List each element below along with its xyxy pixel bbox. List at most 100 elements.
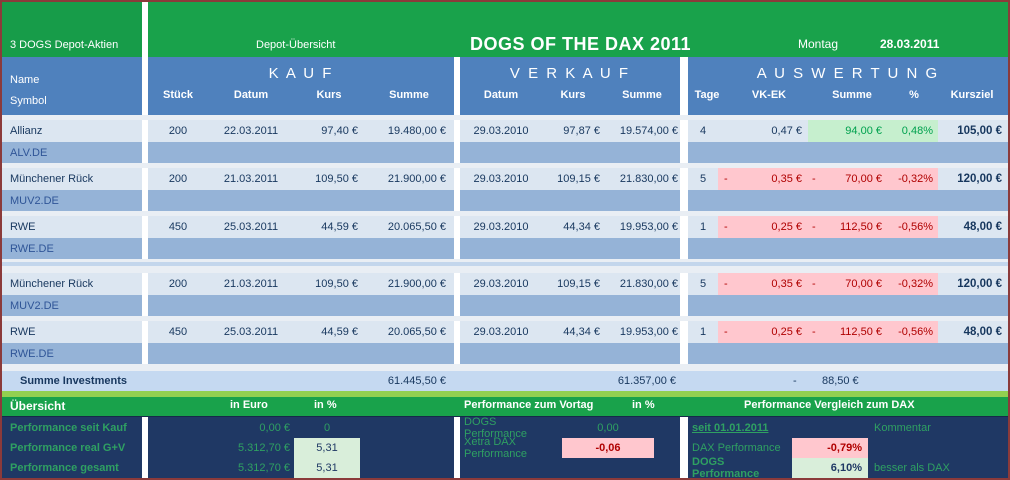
cell-kursziel[interactable]: 48,00 €: [963, 326, 1002, 338]
stock-symbol[interactable]: MUV2.DE: [2, 295, 142, 316]
cell-kursziel[interactable]: 120,00 €: [957, 173, 1002, 185]
perf-gesamt-pct[interactable]: 5,31: [294, 458, 360, 478]
cell-pct[interactable]: -0,56%: [898, 326, 933, 338]
cell-vkek[interactable]: - 0,25 €: [718, 326, 808, 338]
cell-kauf-kurs[interactable]: 44,59 €: [321, 221, 358, 233]
cell-ausw-summe[interactable]: - 70,00 €: [808, 173, 886, 185]
cell-stueck[interactable]: 450: [168, 326, 188, 338]
cell-ausw-summe[interactable]: - 112,50 €: [808, 326, 886, 338]
dax-performance-label[interactable]: DAX Performance: [692, 442, 781, 454]
perf-real-pct[interactable]: 5,31: [294, 438, 360, 458]
summary-kauf-summe[interactable]: 61.445,50 €: [387, 375, 446, 387]
cell-verkauf-datum[interactable]: 29.03.2010: [473, 173, 529, 185]
cell-kauf-summe[interactable]: 20.065,50 €: [387, 221, 446, 233]
stock-name[interactable]: RWE: [2, 216, 142, 238]
perf-seit-kauf-euro[interactable]: 0,00 €: [259, 422, 290, 434]
dax-performance-value[interactable]: -0,79%: [792, 438, 868, 458]
xetra-dax-label[interactable]: Xetra DAX Performance: [464, 436, 527, 460]
cell-kauf-datum[interactable]: 22.03.2011: [223, 125, 279, 137]
verkauf-section-header[interactable]: V E R K A U F Datum Kurs Summe: [460, 57, 680, 115]
depot-count-cell[interactable]: 3 DOGS Depot-Aktien: [2, 2, 142, 57]
dogs-performance-label[interactable]: DOGS Performance: [464, 416, 527, 440]
header-in-euro[interactable]: in Euro: [230, 399, 268, 411]
cell-kursziel[interactable]: 105,00 €: [957, 125, 1002, 137]
cell-tage[interactable]: 1: [699, 221, 707, 233]
summary-label[interactable]: Summe Investments: [20, 375, 127, 387]
cell-ausw-summe[interactable]: - 112,50 €: [808, 221, 886, 233]
cell-stueck[interactable]: 450: [168, 221, 188, 233]
stock-symbol[interactable]: MUV2.DE: [2, 190, 142, 211]
header-vortag[interactable]: Performance zum Vortag: [464, 399, 594, 411]
perf-gesamt-label[interactable]: Performance gesamt: [10, 462, 119, 474]
cell-verkauf-kurs[interactable]: 97,87 €: [563, 125, 600, 137]
perf-gesamt-euro[interactable]: 5.312,70 €: [238, 462, 290, 474]
cell-pct[interactable]: -0,32%: [898, 278, 933, 290]
stock-name[interactable]: Münchener Rück: [2, 273, 142, 295]
cell-vkek[interactable]: - 0,25 €: [718, 221, 808, 233]
cell-pct[interactable]: -0,32%: [898, 173, 933, 185]
cell-verkauf-kurs[interactable]: 44,34 €: [563, 221, 600, 233]
cell-verkauf-summe[interactable]: 21.830,00 €: [619, 278, 678, 290]
cell-verkauf-datum[interactable]: 29.03.2010: [473, 221, 529, 233]
dogs-vs-dax-label[interactable]: DOGS Performance: [692, 456, 760, 480]
seit-datum-label[interactable]: seit 01.01.2011: [692, 422, 769, 434]
cell-stueck[interactable]: 200: [168, 278, 188, 290]
cell-verkauf-kurs[interactable]: 109,15 €: [557, 173, 600, 185]
cell-tage[interactable]: 5: [699, 278, 707, 290]
title-cell[interactable]: Depot-Übersicht DOGS OF THE DAX 2011 Mon…: [148, 2, 1008, 57]
summary-verkauf-summe[interactable]: 61.357,00 €: [617, 375, 676, 387]
cell-kauf-summe[interactable]: 19.480,00 €: [387, 125, 446, 137]
header-dax-vergleich[interactable]: Performance Vergleich zum DAX: [744, 399, 915, 411]
cell-tage[interactable]: 1: [699, 326, 707, 338]
cell-stueck[interactable]: 200: [168, 173, 188, 185]
cell-kauf-kurs[interactable]: 44,59 €: [321, 326, 358, 338]
cell-kauf-datum[interactable]: 21.03.2011: [223, 278, 279, 290]
cell-kauf-summe[interactable]: 21.900,00 €: [387, 173, 446, 185]
perf-seit-kauf-pct[interactable]: 0: [323, 422, 331, 434]
cell-verkauf-kurs[interactable]: 109,15 €: [557, 278, 600, 290]
auswertung-section-header[interactable]: A U S W E R T U N G Tage VK-EK Summe % K…: [688, 57, 1008, 115]
perf-seit-kauf-label[interactable]: Performance seit Kauf: [10, 422, 127, 434]
cell-ausw-summe[interactable]: 94,00 €: [808, 125, 886, 137]
cell-kauf-summe[interactable]: 21.900,00 €: [387, 278, 446, 290]
perf-real-label[interactable]: Performance real G+V: [10, 442, 126, 454]
name-symbol-header[interactable]: Name Symbol: [2, 57, 142, 115]
header-in-pct[interactable]: in %: [314, 399, 337, 411]
cell-verkauf-summe[interactable]: 21.830,00 €: [619, 173, 678, 185]
cell-verkauf-datum[interactable]: 29.03.2010: [473, 326, 529, 338]
cell-tage[interactable]: 4: [699, 125, 707, 137]
kommentar-label[interactable]: Kommentar: [874, 422, 931, 434]
cell-verkauf-summe[interactable]: 19.953,00 €: [619, 221, 678, 233]
cell-kauf-summe[interactable]: 20.065,50 €: [387, 326, 446, 338]
header-vortag-pct[interactable]: in %: [632, 399, 655, 411]
stock-name[interactable]: RWE: [2, 321, 142, 343]
besser-als-dax-label[interactable]: besser als DAX: [874, 462, 950, 474]
dogs-performance-value[interactable]: 0,00: [597, 422, 619, 434]
cell-kauf-kurs[interactable]: 97,40 €: [321, 125, 358, 137]
cell-verkauf-datum[interactable]: 29.03.2010: [473, 278, 529, 290]
overview-title[interactable]: Übersicht: [10, 399, 66, 413]
stock-name[interactable]: Allianz: [2, 120, 142, 142]
stock-symbol[interactable]: RWE.DE: [2, 343, 142, 364]
cell-vkek[interactable]: 0,47 €: [718, 125, 808, 137]
cell-kauf-datum[interactable]: 25.03.2011: [223, 326, 279, 338]
cell-verkauf-datum[interactable]: 29.03.2010: [473, 125, 529, 137]
cell-pct[interactable]: 0,48%: [901, 125, 933, 137]
cell-vkek[interactable]: - 0,35 €: [718, 278, 808, 290]
kauf-section-header[interactable]: K A U F Stück Datum Kurs Summe: [148, 57, 454, 115]
cell-kauf-datum[interactable]: 25.03.2011: [223, 221, 279, 233]
stock-name[interactable]: Münchener Rück: [2, 168, 142, 190]
cell-verkauf-summe[interactable]: 19.574,00 €: [619, 125, 678, 137]
cell-kauf-kurs[interactable]: 109,50 €: [315, 173, 358, 185]
cell-kauf-kurs[interactable]: 109,50 €: [315, 278, 358, 290]
summary-ausw-summe[interactable]: - 88,50 €: [688, 375, 1008, 387]
dogs-vs-dax-value[interactable]: 6,10%: [792, 458, 868, 478]
perf-real-euro[interactable]: 5.312,70 €: [238, 442, 290, 454]
cell-ausw-summe[interactable]: - 70,00 €: [808, 278, 886, 290]
stock-symbol[interactable]: RWE.DE: [2, 238, 142, 259]
stock-symbol[interactable]: ALV.DE: [2, 142, 142, 163]
cell-kursziel[interactable]: 48,00 €: [963, 221, 1002, 233]
xetra-dax-value[interactable]: -0,06: [562, 438, 654, 458]
cell-tage[interactable]: 5: [699, 173, 707, 185]
cell-verkauf-summe[interactable]: 19.953,00 €: [619, 326, 678, 338]
